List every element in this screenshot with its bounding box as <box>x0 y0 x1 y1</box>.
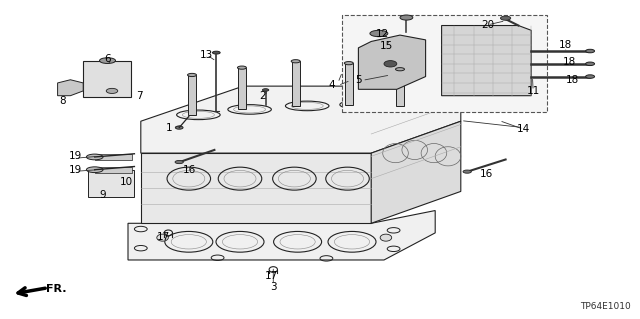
Text: 9: 9 <box>99 189 106 200</box>
Polygon shape <box>141 86 461 153</box>
Text: 18: 18 <box>563 57 575 67</box>
Text: 16: 16 <box>480 169 493 180</box>
Ellipse shape <box>106 88 118 93</box>
Text: 15: 15 <box>380 41 393 51</box>
Bar <box>95 167 132 173</box>
Ellipse shape <box>237 66 246 69</box>
Bar <box>95 154 132 160</box>
Text: 5: 5 <box>355 75 362 85</box>
Bar <box>342 15 547 112</box>
Text: 20: 20 <box>481 20 494 30</box>
Ellipse shape <box>500 16 511 20</box>
Text: 3: 3 <box>270 282 276 292</box>
Text: 19: 19 <box>69 151 82 161</box>
Text: 2: 2 <box>259 91 266 101</box>
Text: 18: 18 <box>566 75 579 85</box>
Bar <box>188 75 196 115</box>
Ellipse shape <box>262 89 269 91</box>
Polygon shape <box>371 121 461 223</box>
Polygon shape <box>358 35 426 89</box>
Ellipse shape <box>86 167 103 173</box>
Text: 18: 18 <box>559 40 572 50</box>
Ellipse shape <box>175 160 184 164</box>
Text: 8: 8 <box>60 96 66 106</box>
Ellipse shape <box>384 61 397 67</box>
Text: 6: 6 <box>104 54 111 64</box>
Text: 13: 13 <box>200 50 212 60</box>
Polygon shape <box>128 211 435 260</box>
Ellipse shape <box>586 49 595 53</box>
Bar <box>396 69 404 106</box>
Text: 19: 19 <box>69 165 82 175</box>
Bar <box>345 63 353 105</box>
Text: 4: 4 <box>328 80 335 91</box>
Text: 12: 12 <box>376 29 389 40</box>
Ellipse shape <box>291 60 300 63</box>
Ellipse shape <box>157 234 168 241</box>
Text: 16: 16 <box>183 165 196 175</box>
Ellipse shape <box>380 234 392 241</box>
Text: 11: 11 <box>527 86 540 96</box>
Text: 14: 14 <box>517 124 530 134</box>
Ellipse shape <box>100 58 116 63</box>
Bar <box>88 170 134 197</box>
Text: 7: 7 <box>136 91 143 101</box>
Ellipse shape <box>344 62 353 65</box>
Bar <box>292 61 300 106</box>
Ellipse shape <box>212 51 220 54</box>
Text: 17: 17 <box>157 232 170 242</box>
Text: FR.: FR. <box>46 284 67 294</box>
Polygon shape <box>58 80 83 96</box>
Bar <box>83 61 131 97</box>
Ellipse shape <box>396 68 404 71</box>
Ellipse shape <box>86 154 103 160</box>
Polygon shape <box>141 153 371 223</box>
Ellipse shape <box>586 62 595 66</box>
Ellipse shape <box>188 73 196 77</box>
Ellipse shape <box>463 170 472 173</box>
Ellipse shape <box>370 30 388 37</box>
Text: 17: 17 <box>265 271 278 281</box>
Text: TP64E1010: TP64E1010 <box>580 302 630 311</box>
Text: 1: 1 <box>166 123 173 133</box>
Ellipse shape <box>175 126 183 129</box>
Polygon shape <box>442 26 531 96</box>
Ellipse shape <box>400 15 413 20</box>
Text: 10: 10 <box>120 177 132 188</box>
Ellipse shape <box>586 75 595 78</box>
Bar <box>238 68 246 109</box>
